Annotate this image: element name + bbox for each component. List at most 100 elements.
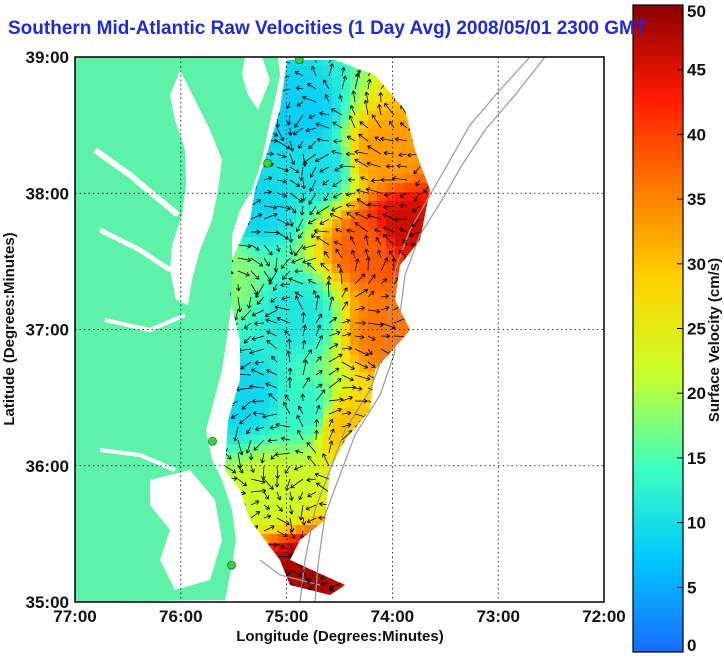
velocity-cell: [314, 237, 324, 247]
velocity-cell: [278, 381, 288, 391]
current-vector: [354, 289, 369, 298]
current-vector: [315, 356, 322, 363]
colorbar-tick-label: 50: [687, 2, 706, 21]
velocity-cell: [278, 336, 288, 346]
velocity-cell: [323, 111, 333, 121]
velocity-cell: [359, 165, 369, 175]
velocity-cell: [269, 255, 279, 265]
velocity-cell: [278, 120, 288, 130]
velocity-cell: [269, 489, 279, 499]
velocity-cell: [305, 525, 315, 535]
y-axis-label: Latitude (Degrees:Minutes): [1, 232, 18, 425]
velocity-cell: [341, 93, 351, 103]
velocity-cell: [332, 60, 342, 67]
current-vector: [308, 192, 317, 205]
velocity-cell: [377, 273, 387, 283]
current-vector: [276, 504, 283, 512]
velocity-cell: [359, 219, 369, 229]
velocity-cell: [332, 192, 342, 202]
current-vector: [289, 166, 300, 173]
velocity-cell: [242, 489, 252, 499]
velocity-cell: [269, 543, 279, 553]
velocity-cell: [260, 363, 270, 373]
current-vector: [333, 138, 343, 144]
current-vector: [332, 121, 343, 129]
velocity-cell: [278, 372, 288, 382]
velocity-cell: [422, 201, 430, 211]
velocity-cell: [359, 156, 369, 166]
velocity-cell: [323, 291, 333, 301]
velocity-cell: [377, 147, 387, 157]
velocity-cell: [296, 363, 306, 373]
current-vector: [302, 349, 312, 363]
current-vector: [365, 187, 382, 194]
velocity-cell: [359, 246, 369, 256]
velocity-cell: [296, 138, 306, 148]
velocity-cell: [296, 174, 306, 184]
velocity-cell: [314, 579, 324, 589]
current-vector: [308, 140, 317, 150]
current-vector: [341, 361, 355, 370]
velocity-cell: [314, 327, 324, 337]
velocity-cell: [332, 66, 342, 76]
velocity-cell: [278, 255, 288, 265]
current-vector: [276, 205, 291, 211]
velocity-cell: [386, 345, 396, 355]
velocity-cell: [233, 255, 243, 265]
velocity-cell: [404, 246, 414, 256]
velocity-cell: [404, 237, 414, 247]
current-vector: [315, 370, 323, 376]
current-vector: [250, 244, 260, 251]
velocity-cell: [404, 129, 414, 139]
velocity-cell: [278, 192, 288, 202]
current-vector: [300, 393, 306, 402]
current-vector: [269, 425, 278, 430]
velocity-cell: [287, 471, 297, 481]
current-vector: [341, 410, 352, 416]
velocity-cell: [350, 156, 360, 166]
colorbar-tick-label: 10: [687, 514, 706, 533]
current-vector: [307, 262, 317, 272]
velocity-cell: [404, 183, 414, 193]
current-vector: [311, 231, 317, 239]
velocity-cell: [287, 147, 297, 157]
velocity-cell: [395, 147, 405, 157]
current-vector: [280, 257, 291, 269]
current-vector: [286, 350, 292, 363]
current-vector: [288, 218, 294, 227]
current-vector: [354, 361, 369, 369]
current-vector: [254, 360, 265, 366]
current-vector: [295, 218, 304, 232]
velocity-cell: [305, 273, 315, 283]
velocity-cell: [377, 174, 387, 184]
velocity-cell: [323, 120, 333, 130]
current-vector: [380, 333, 391, 339]
velocity-cell: [287, 462, 297, 472]
current-vector: [250, 229, 261, 235]
velocity-cell: [260, 408, 270, 418]
velocity-cell: [260, 516, 270, 526]
velocity-cell: [404, 174, 414, 184]
velocity-cell: [233, 399, 243, 409]
velocity-cell: [386, 192, 396, 202]
current-vector: [354, 273, 366, 285]
velocity-cell: [305, 192, 315, 202]
velocity-cell: [260, 453, 270, 463]
current-vector: [287, 376, 293, 389]
velocity-cell: [251, 336, 261, 346]
velocity-cell: [395, 129, 405, 139]
velocity-cell: [242, 372, 252, 382]
current-vector: [341, 345, 353, 351]
velocity-cell: [305, 498, 315, 508]
velocity-cell: [260, 300, 270, 310]
current-vector: [315, 404, 321, 415]
velocity-cell: [287, 228, 297, 238]
velocity-cell: [278, 228, 288, 238]
velocity-cell: [377, 309, 387, 319]
lon-tick-label: 76:00: [159, 607, 202, 626]
velocity-cell: [386, 282, 396, 292]
velocity-cell: [314, 192, 324, 202]
velocity-cell: [233, 435, 243, 445]
velocity-cell: [269, 453, 279, 463]
current-vector: [250, 257, 264, 267]
